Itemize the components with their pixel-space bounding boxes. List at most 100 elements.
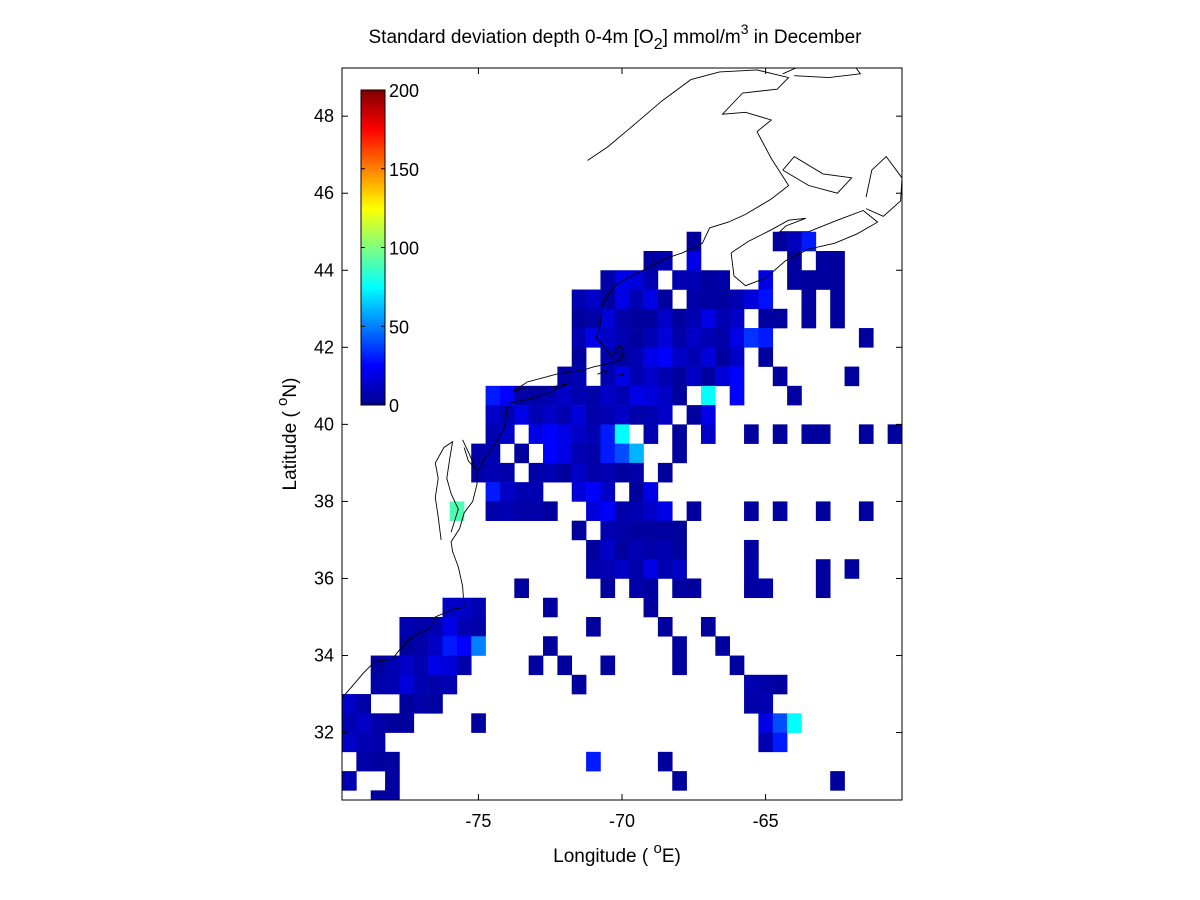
heatmap-cell xyxy=(758,308,774,329)
heatmap-cell xyxy=(456,636,472,656)
y-tick-label: 40 xyxy=(314,414,334,434)
heatmap-cell xyxy=(657,328,673,348)
colorbar: 0 50 100 150 200 xyxy=(360,81,419,416)
heatmap-cell xyxy=(571,520,587,541)
heatmap-cell xyxy=(686,501,702,521)
heatmap-cell xyxy=(715,328,730,348)
heatmap-cell xyxy=(657,385,673,406)
heatmap-cell xyxy=(442,674,458,695)
heatmap-cell xyxy=(571,308,587,329)
heatmap-cell xyxy=(614,520,630,541)
heatmap-cell xyxy=(499,462,515,483)
heatmap-cell xyxy=(643,559,659,579)
x-tick-label: -65 xyxy=(753,811,779,831)
y-tick-label: 42 xyxy=(314,337,334,357)
heatmap-cell xyxy=(370,655,386,676)
heatmap-cell xyxy=(772,501,788,521)
heatmap-cell xyxy=(744,559,759,579)
heatmap-cell xyxy=(614,462,630,483)
heatmap-cell xyxy=(586,385,601,406)
heatmap-cell xyxy=(600,501,616,521)
heatmap-cell xyxy=(600,559,616,579)
heatmap-cell xyxy=(370,751,386,772)
heatmap-cell xyxy=(557,443,573,464)
heatmap-cell xyxy=(499,405,515,425)
heatmap-cell xyxy=(586,617,601,637)
heatmap-cell xyxy=(744,578,759,599)
heatmap-cell xyxy=(342,713,357,733)
heatmap-cell xyxy=(614,270,630,290)
heatmap-cell xyxy=(586,308,601,329)
heatmap-cell xyxy=(399,617,415,637)
heatmap-cell xyxy=(600,520,616,541)
heatmap-cell xyxy=(499,482,515,502)
heatmap-cell xyxy=(571,674,587,695)
heatmap-cell xyxy=(787,251,802,271)
heatmap-cell xyxy=(600,539,616,560)
heatmap-cell xyxy=(672,578,687,599)
heatmap-cell xyxy=(643,385,659,406)
heatmap-cell xyxy=(629,366,644,387)
heatmap-cell xyxy=(571,289,587,310)
heatmap-cell xyxy=(370,674,386,695)
heatmap-cell xyxy=(686,366,702,387)
heatmap-cell xyxy=(385,790,400,800)
heatmap-cell xyxy=(528,424,544,444)
heatmap-cell xyxy=(543,501,558,521)
heatmap-cell xyxy=(729,328,745,348)
heatmap-cell xyxy=(428,674,443,695)
heatmap-cell xyxy=(428,694,443,714)
heatmap-cell xyxy=(413,636,429,656)
heatmap-cell xyxy=(772,308,788,329)
heatmap-cell xyxy=(830,289,845,310)
heatmap-cell xyxy=(385,751,400,772)
heatmap-cell xyxy=(700,405,716,425)
heatmap-cell xyxy=(342,694,357,714)
heatmap-cell xyxy=(629,289,644,310)
y-tick-label: 38 xyxy=(314,491,334,511)
heatmap-cell xyxy=(499,501,515,521)
heatmap-cell xyxy=(672,347,687,367)
x-axis-ticks: -75 -70 -65 xyxy=(465,68,779,831)
heatmap-cell xyxy=(672,771,687,791)
heatmap-cell xyxy=(672,655,687,676)
heatmap-cell xyxy=(643,424,659,444)
heatmap-cell xyxy=(600,366,616,387)
heatmap-cell xyxy=(528,655,544,676)
heatmap-cell xyxy=(614,289,630,310)
heatmap-cell xyxy=(586,462,601,483)
colorbar-ticks: 0 50 100 150 200 xyxy=(361,81,419,416)
heatmap-cell xyxy=(815,578,831,599)
heatmap-cell xyxy=(672,308,687,329)
heatmap-cell xyxy=(844,366,860,387)
heatmap-cell xyxy=(571,462,587,483)
heatmap-cell xyxy=(686,308,702,329)
heatmap-cell xyxy=(672,270,687,290)
heatmap-cell xyxy=(514,501,529,521)
heatmap-cell xyxy=(399,636,415,656)
heatmap-cell xyxy=(643,347,659,367)
heatmap-cell xyxy=(514,443,529,464)
heatmap-cell xyxy=(586,424,601,444)
heatmap-cell xyxy=(758,694,774,714)
heatmap-cell xyxy=(729,308,745,329)
heatmap-cell xyxy=(815,559,831,579)
heatmap-cell xyxy=(657,405,673,425)
heatmap-cell xyxy=(600,289,616,310)
heatmap-cell xyxy=(744,424,759,444)
heatmap-cell xyxy=(715,347,730,367)
heatmap-cell xyxy=(557,424,573,444)
coastline-segment xyxy=(865,155,902,217)
heatmap-cell xyxy=(614,405,630,425)
heatmap-cell xyxy=(772,366,788,387)
heatmap-cell xyxy=(485,462,501,483)
heatmap-cell xyxy=(657,617,673,637)
heatmap-cell xyxy=(643,597,659,618)
coastline-segment xyxy=(782,156,853,194)
heatmap-cell xyxy=(557,385,573,406)
heatmap-cell xyxy=(571,443,587,464)
heatmap-cell xyxy=(485,405,501,425)
heatmap-cell xyxy=(543,443,558,464)
heatmap-cell xyxy=(413,674,429,695)
heatmap-cell xyxy=(858,328,874,348)
